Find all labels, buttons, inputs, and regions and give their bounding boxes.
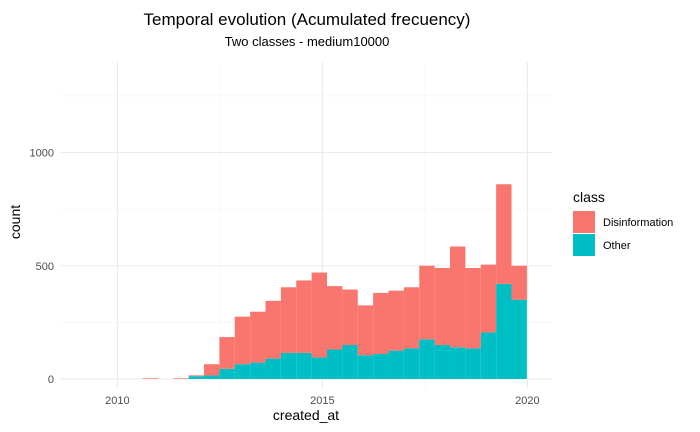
x-axis-ticks: 2010 2015 2020 — [105, 395, 539, 407]
bars-layer — [142, 184, 527, 379]
bar-other — [357, 355, 374, 379]
legend-label-disinformation: Disinformation — [603, 217, 673, 229]
bar-disinformation — [204, 364, 220, 376]
bar-other — [188, 376, 205, 379]
bar-disinformation — [434, 268, 451, 345]
x-tick-label: 2015 — [310, 395, 334, 407]
bar-other — [219, 368, 235, 379]
bar-disinformation — [311, 272, 328, 358]
bar-other — [342, 344, 358, 379]
bar-disinformation — [388, 290, 404, 351]
bar-disinformation — [357, 305, 374, 356]
bar-other — [204, 375, 220, 379]
bar-other — [388, 350, 404, 379]
legend-key-other — [573, 234, 595, 256]
y-axis-ticks: 0 500 1000 — [30, 148, 54, 386]
bar-other — [511, 299, 527, 379]
bar-other — [465, 348, 481, 379]
bar-disinformation — [250, 311, 266, 363]
bar-other — [250, 362, 266, 379]
bar-other — [234, 364, 251, 379]
legend-key-disinformation — [573, 211, 595, 233]
chart-title: Temporal evolution (Acumulated frecuency… — [144, 10, 471, 29]
bar-disinformation — [403, 287, 420, 349]
bar-disinformation — [511, 265, 527, 300]
legend-title: class — [573, 189, 605, 205]
bar-disinformation — [234, 316, 251, 365]
bar-other — [373, 354, 389, 379]
x-axis-title: created_at — [273, 407, 339, 423]
bar-other — [280, 352, 297, 379]
legend: class Disinformation Other — [573, 189, 673, 256]
bar-disinformation — [142, 378, 158, 379]
bar-other — [434, 344, 451, 379]
bar-other — [419, 339, 435, 379]
bar-other — [265, 358, 281, 379]
bar-other — [327, 349, 343, 379]
bar-disinformation — [265, 300, 281, 359]
bar-disinformation — [465, 268, 481, 349]
legend-label-other: Other — [603, 240, 631, 252]
bar-other — [480, 332, 497, 379]
bar-other — [450, 347, 466, 379]
chart-subtitle: Two classes - medium10000 — [225, 34, 390, 49]
bar-disinformation — [296, 280, 312, 353]
y-axis-title: count — [7, 205, 23, 239]
x-tick-label: 2010 — [105, 395, 129, 407]
bar-disinformation — [342, 289, 358, 345]
bar-disinformation — [450, 246, 466, 348]
x-tick-label: 2020 — [515, 395, 539, 407]
bar-other — [311, 357, 328, 379]
bar-other — [296, 352, 312, 379]
y-tick-label: 500 — [36, 261, 54, 273]
bar-other — [496, 283, 512, 379]
bar-disinformation — [480, 264, 497, 333]
bar-disinformation — [327, 286, 343, 350]
bar-disinformation — [280, 287, 297, 353]
bar-disinformation — [419, 265, 435, 340]
y-tick-label: 0 — [48, 374, 54, 386]
bar-disinformation — [373, 292, 389, 355]
bar-other — [403, 348, 420, 379]
bar-disinformation — [496, 184, 512, 284]
bar-disinformation — [219, 337, 235, 369]
bar-disinformation — [173, 378, 189, 379]
y-tick-label: 1000 — [30, 148, 54, 160]
bar-disinformation — [188, 375, 205, 377]
